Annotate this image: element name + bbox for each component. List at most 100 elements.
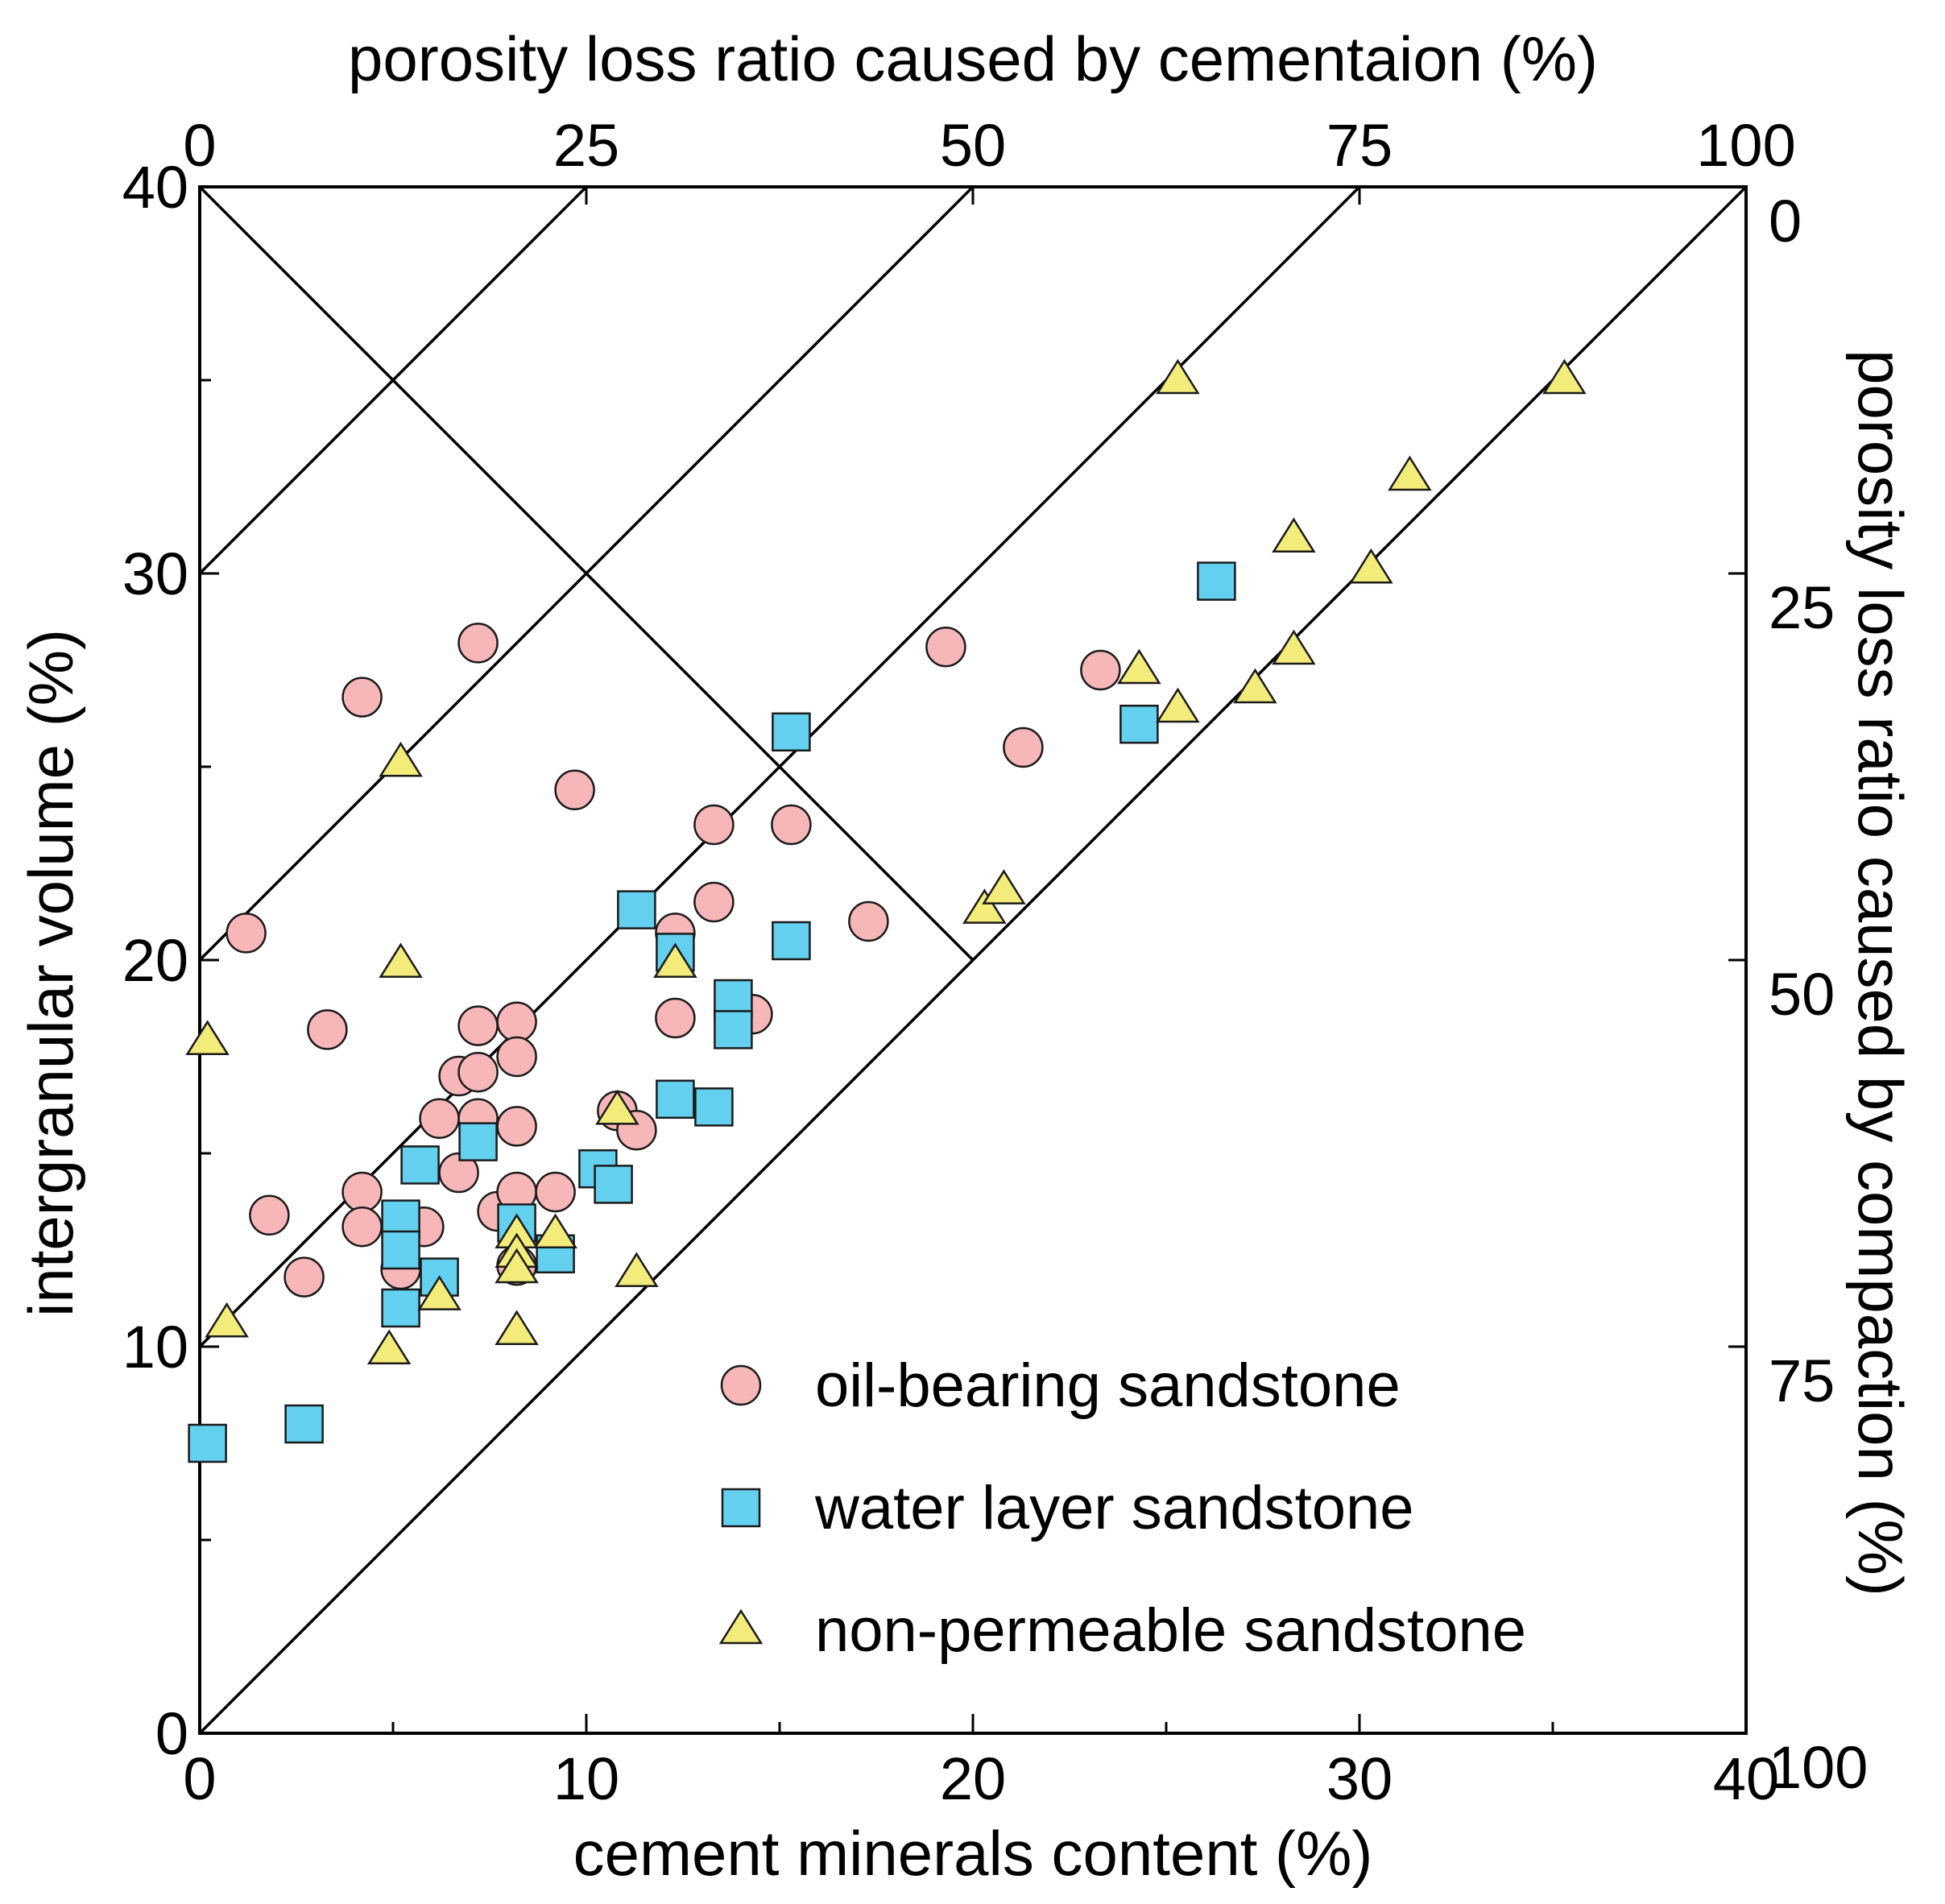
circle-point — [341, 677, 383, 718]
triangle-point — [653, 942, 697, 979]
right-tick-label: 50 — [1769, 961, 1835, 1028]
triangle-point — [1349, 548, 1393, 584]
triangle-point — [495, 1248, 539, 1284]
circle-point — [1080, 649, 1121, 691]
circle-point — [457, 1051, 499, 1093]
triangle-point — [615, 1252, 659, 1288]
data-points — [185, 358, 1587, 1463]
triangle-point — [205, 1302, 249, 1338]
triangle-point — [1272, 629, 1316, 665]
square-point — [188, 1423, 227, 1463]
y-tick-label: 40 — [122, 154, 188, 221]
right-tick-label: 0 — [1769, 188, 1802, 255]
x-tick-label: 30 — [1326, 1745, 1393, 1812]
circle-point — [457, 623, 499, 664]
right-tick-label: 100 — [1769, 1734, 1868, 1801]
triangle-point — [1117, 648, 1161, 685]
square-point — [714, 1010, 753, 1049]
legend-label: water layer sandstone — [814, 1474, 1414, 1542]
triangle-point — [1388, 455, 1432, 491]
square-point — [594, 1165, 633, 1204]
square-point — [458, 1122, 498, 1161]
square-point — [381, 1288, 420, 1328]
triangle-point — [417, 1275, 461, 1310]
legend-label: non-permeable sandstone — [815, 1596, 1526, 1665]
tick-marks — [198, 185, 1748, 1735]
right-axis-title: porosity loss ratio caused by compaction… — [1845, 350, 1916, 1596]
reference-lines — [198, 185, 1748, 1735]
circle-point — [693, 804, 735, 846]
y-tick-label: 30 — [122, 540, 188, 607]
circle-point — [341, 1171, 383, 1213]
triangle-point — [533, 1213, 577, 1249]
x-tick-label: 0 — [183, 1745, 216, 1812]
circle-point — [848, 900, 889, 942]
circle-point — [496, 1001, 537, 1043]
circle-point — [307, 1009, 348, 1050]
square-point — [1197, 561, 1236, 601]
circle-point — [419, 1098, 460, 1140]
triangle-point — [1272, 517, 1316, 553]
x-axis-title: cement minerals content (%) — [573, 1818, 1373, 1889]
x-tick-label: 40 — [1713, 1745, 1779, 1812]
legend-marker-square — [721, 1488, 761, 1528]
circle-point — [496, 1106, 537, 1147]
y-tick-label: 20 — [122, 927, 188, 994]
circle-point — [925, 626, 966, 668]
circle-point — [655, 997, 696, 1039]
square-point — [381, 1230, 420, 1270]
top-tick-label: 0 — [183, 112, 216, 179]
circle-point — [693, 881, 735, 923]
top-axis-title: porosity loss ratio caused by cementaion… — [348, 23, 1598, 94]
legend: oil-bearing sandstone water layer sandsto… — [718, 1351, 1526, 1665]
series-square — [188, 561, 1236, 1463]
legend-label: oil-bearing sandstone — [815, 1351, 1401, 1420]
square-point — [1119, 704, 1159, 744]
triangle-point — [1156, 687, 1200, 723]
circle-point — [771, 804, 812, 846]
reference-line-4 — [198, 185, 975, 962]
top-tick-label: 25 — [553, 112, 619, 179]
square-point — [284, 1404, 324, 1444]
y-tick-label: 0 — [155, 1700, 188, 1767]
circle-point — [457, 1005, 499, 1046]
right-tick-label: 75 — [1769, 1347, 1835, 1414]
right-tick-label: 25 — [1769, 574, 1835, 641]
circle-point — [535, 1171, 576, 1213]
triangle-point — [379, 741, 423, 777]
y-axis-title: intergranular volume (%) — [15, 629, 86, 1317]
legend-marker-triangle — [718, 1608, 764, 1645]
legend-marker-circle — [720, 1364, 762, 1406]
x-tick-label: 10 — [553, 1745, 619, 1812]
triangle-point — [366, 1329, 412, 1365]
circle-point — [341, 1206, 383, 1248]
square-point — [772, 921, 811, 961]
circle-point — [554, 769, 595, 811]
x-tick-label: 20 — [940, 1745, 1006, 1812]
triangle-point — [379, 942, 423, 979]
y-tick-label: 10 — [122, 1314, 188, 1380]
triangle-point — [1233, 668, 1277, 704]
circle-point — [1003, 726, 1044, 768]
square-point — [772, 712, 811, 752]
triangle-point — [982, 869, 1026, 904]
circle-point — [283, 1256, 325, 1298]
top-tick-label: 75 — [1326, 112, 1393, 179]
circle-point — [249, 1194, 290, 1236]
series-triangle — [185, 358, 1587, 1365]
square-point — [400, 1145, 440, 1185]
triangle-point — [1156, 358, 1200, 395]
top-tick-label: 100 — [1696, 112, 1795, 179]
square-point — [617, 890, 656, 929]
square-point — [694, 1087, 734, 1127]
square-point — [656, 1079, 695, 1120]
triangle-point — [1542, 358, 1587, 395]
triangle-point — [962, 888, 1007, 924]
circle-point — [226, 913, 267, 954]
top-tick-label: 50 — [940, 112, 1006, 179]
circle-point — [496, 1036, 537, 1078]
triangle-point — [595, 1089, 639, 1125]
triangle-point — [495, 1310, 539, 1346]
